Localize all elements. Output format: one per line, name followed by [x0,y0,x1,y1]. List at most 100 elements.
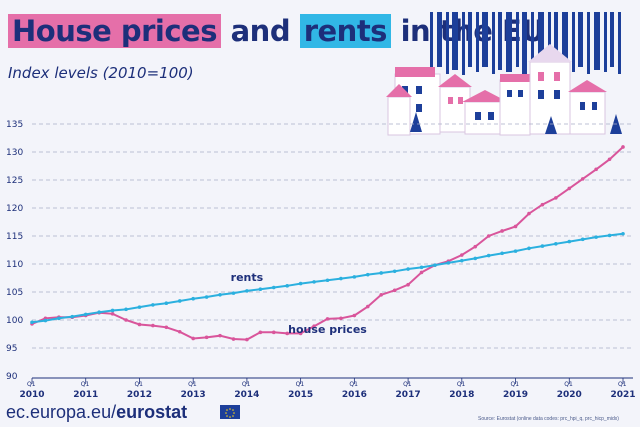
data-point [513,249,518,253]
data-point [433,263,437,267]
data-point [271,285,276,290]
x-quarter-label: Q1 [403,381,412,388]
data-point [406,267,410,271]
x-year-label: 2020 [557,390,582,400]
data-point [245,289,249,293]
data-point [339,276,343,281]
data-point [271,330,276,335]
data-point [607,157,612,162]
houses-graphic [386,44,622,136]
barcode-graphic [430,12,621,75]
annotation-rents: rents [231,271,264,284]
x-quarter-label: Q1 [511,381,520,388]
x-quarter-label: Q1 [296,381,305,388]
data-point [97,310,101,314]
x-quarter-label: Q1 [134,381,143,388]
data-point [580,237,585,242]
data-point [312,280,316,284]
data-point [365,272,370,277]
data-point [365,304,370,309]
data-point [446,261,451,265]
data-point [151,303,155,307]
data-point [191,336,195,341]
x-quarter-label: Q1 [27,381,36,388]
data-point [57,316,61,321]
data-point [419,270,424,275]
x-year-label: 2013 [181,390,206,400]
y-tick-label: 120 [6,204,23,214]
data-point [527,211,531,216]
x-quarter-label: Q1 [81,381,90,388]
data-point [500,229,504,233]
data-point [486,234,491,238]
y-tick-label: 100 [6,316,23,326]
data-point [83,312,88,317]
data-point [419,265,424,270]
title-and: and [230,14,291,48]
data-point [151,323,155,328]
data-point [164,325,169,330]
x-year-label: 2014 [234,390,259,400]
data-point [191,296,195,301]
data-point [218,333,222,338]
data-point [177,329,182,334]
title-rents: rents [299,14,391,48]
x-quarter-label: Q1 [242,381,251,388]
houses-illustration [386,12,622,136]
data-point [540,244,545,248]
data-point [245,337,249,342]
data-point [325,317,330,321]
data-point [621,145,625,149]
data-point [379,293,384,297]
x-year-label: 2010 [19,390,44,400]
data-point [137,305,142,309]
data-point [231,291,236,295]
data-point [164,301,169,306]
x-year-label: 2019 [503,390,528,400]
data-point [312,324,316,328]
footer-url[interactable]: ec.europa.eu/eurostat [6,402,187,423]
x-quarter-label: Q1 [457,381,466,388]
data-point [218,293,222,297]
x-year-label: 2012 [127,390,152,400]
data-point [352,313,357,318]
x-year-label: 2017 [396,390,421,400]
data-point [258,330,263,335]
x-quarter-label: Q1 [618,381,627,388]
y-tick-label: 130 [6,148,23,158]
x-year-label: 2016 [342,390,367,400]
title-eu: in the EU [400,14,545,48]
y-tick-label: 115 [6,232,23,242]
series-line-rents [31,232,624,324]
annotation-house-prices: house prices [288,323,367,336]
data-point [325,278,330,283]
title-house-prices: House prices [8,14,221,48]
data-point [540,202,545,207]
data-point [298,281,303,286]
x-year-label: 2018 [449,390,474,400]
x-year-label: 2021 [610,390,635,400]
data-point [486,253,491,258]
data-point [137,322,142,327]
data-point [594,235,598,239]
x-quarter-label: Q1 [349,381,358,388]
x-year-label: 2015 [288,390,313,400]
data-point [567,239,572,244]
data-point [231,337,236,341]
data-point [392,288,397,293]
data-point [527,246,531,251]
data-point [124,307,128,312]
data-point [70,314,75,319]
data-point [594,167,598,172]
footer-url-brand: eurostat [116,402,188,422]
data-point [392,269,397,274]
data-point [460,253,464,257]
data-point [298,331,303,336]
chart-subtitle: Index levels (2010=100) [8,64,194,82]
eu-flag-icon [220,405,240,419]
data-point [567,186,572,191]
y-tick-label: 90 [6,372,18,382]
y-tick-label: 110 [6,260,23,270]
data-point [110,308,115,313]
